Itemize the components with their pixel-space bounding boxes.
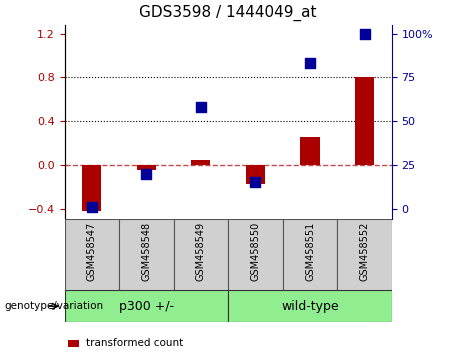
Bar	[283, 219, 337, 290]
Text: GSM458547: GSM458547	[87, 222, 97, 281]
Text: transformed count: transformed count	[86, 338, 183, 348]
Bar	[174, 219, 228, 290]
Bar	[337, 219, 392, 290]
Point	[306, 61, 313, 66]
Bar	[137, 165, 156, 170]
Bar	[65, 219, 119, 290]
Bar	[82, 165, 101, 211]
Text: wild-type: wild-type	[281, 300, 339, 313]
Bar	[246, 165, 265, 184]
Bar	[301, 137, 319, 165]
Point	[252, 179, 259, 185]
Text: p300 +/-: p300 +/-	[119, 300, 174, 313]
Text: GSM458552: GSM458552	[360, 222, 370, 281]
Point	[361, 31, 368, 36]
Text: GSM458548: GSM458548	[142, 222, 151, 281]
Title: GDS3598 / 1444049_at: GDS3598 / 1444049_at	[139, 5, 317, 21]
Bar	[65, 290, 228, 322]
Bar	[68, 340, 79, 347]
Point	[88, 204, 95, 210]
Bar	[119, 219, 174, 290]
Text: genotype/variation: genotype/variation	[5, 301, 104, 311]
Text: GSM458551: GSM458551	[305, 222, 315, 281]
Bar	[355, 77, 374, 165]
Text: GSM458550: GSM458550	[250, 222, 260, 281]
Text: GSM458549: GSM458549	[196, 222, 206, 281]
Point	[197, 104, 205, 110]
Bar	[228, 219, 283, 290]
Bar	[191, 160, 211, 165]
Bar	[228, 290, 392, 322]
Point	[142, 171, 150, 176]
